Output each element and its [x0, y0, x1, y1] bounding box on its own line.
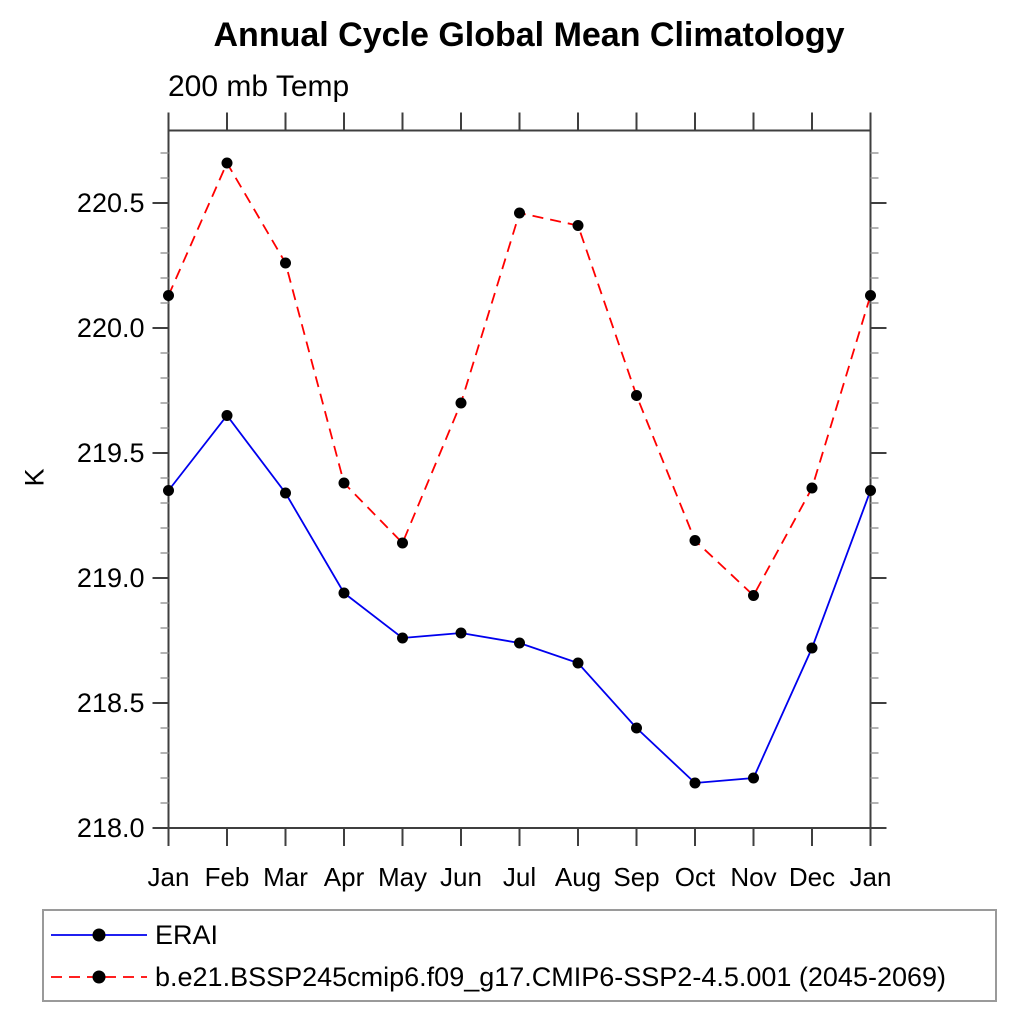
legend-item-erai: ERAI [49, 914, 995, 956]
model-data-point-marker [806, 482, 818, 494]
model-data-point-marker [280, 257, 291, 269]
erai-line-sample [51, 928, 147, 942]
erai-data-point-marker [865, 485, 876, 496]
model-sample-marker-icon [92, 970, 106, 984]
x-axis-month-label: Jan [148, 862, 190, 892]
y-axis-tick-label: 219.5 [77, 438, 145, 468]
legend-label-model: b.e21.BSSP245cmip6.f09_g17.CMIP6-SSP2-4.… [155, 961, 947, 992]
y-axis-tick-label: 218.5 [77, 688, 145, 718]
erai-series-line [167, 414, 872, 784]
x-axis-month-label: Jul [503, 862, 536, 892]
chart-subtitle: 200 mb Temp [168, 70, 350, 103]
plot-frame [167, 129, 872, 829]
erai-data-point-marker [338, 587, 350, 599]
model-data-point-marker [455, 397, 467, 409]
x-axis-month-label: Dec [789, 862, 835, 892]
y-axis-tick-label: 218.0 [77, 813, 145, 843]
erai-data-point-marker [631, 722, 642, 734]
x-axis-month-label: Mar [263, 862, 308, 892]
erai-data-point-marker [221, 410, 233, 421]
y-axis-tick-label: 220.5 [77, 188, 145, 218]
model-data-point-marker [748, 590, 759, 601]
erai-data-point-marker [280, 487, 291, 499]
model-data-point-marker [163, 290, 174, 301]
x-axis-month-label: Jan [850, 862, 892, 892]
erai-data-point-marker [163, 485, 174, 496]
x-axis-month-label: Apr [324, 862, 365, 892]
erai-data-point-marker [806, 642, 818, 654]
erai-data-point-marker [689, 777, 701, 789]
erai-data-point-marker [572, 657, 584, 669]
model-data-point-marker [514, 207, 525, 219]
legend-label-erai: ERAI [155, 919, 219, 950]
x-axis-month-label: Oct [675, 862, 716, 892]
erai-data-point-marker [397, 632, 408, 644]
legend: ERAI b.e21.BSSP245cmip6.f09_g17.CMIP6-SS… [42, 909, 997, 1002]
erai-data-point-marker [514, 637, 525, 649]
chart-title: Annual Cycle Global Mean Climatology [213, 16, 845, 54]
y-axis-tick-label: 219.0 [77, 563, 145, 593]
erai-data-point-marker [455, 627, 467, 639]
erai-data-point-marker [748, 772, 759, 784]
x-axis-month-label: May [378, 862, 427, 892]
x-axis-month-label: Aug [555, 862, 601, 892]
erai-sample-marker-icon [92, 928, 106, 942]
model-data-point-marker [221, 157, 233, 169]
model-data-point-marker [689, 535, 701, 546]
model-data-point-marker [865, 290, 876, 301]
model-data-point-marker [338, 477, 350, 489]
model-series-line [167, 161, 872, 597]
x-axis-month-label: Jun [440, 862, 482, 892]
model-data-point-marker [631, 390, 642, 401]
y-axis-tick-label: 220.0 [77, 313, 145, 343]
model-line-sample [51, 970, 147, 984]
model-data-point-marker [572, 220, 584, 231]
legend-item-model: b.e21.BSSP245cmip6.f09_g17.CMIP6-SSP2-4.… [49, 956, 995, 998]
x-axis-month-label: Nov [730, 862, 776, 892]
x-axis-month-label: Feb [205, 862, 250, 892]
model-data-point-marker [397, 537, 408, 549]
x-axis-month-label: Sep [613, 862, 659, 892]
